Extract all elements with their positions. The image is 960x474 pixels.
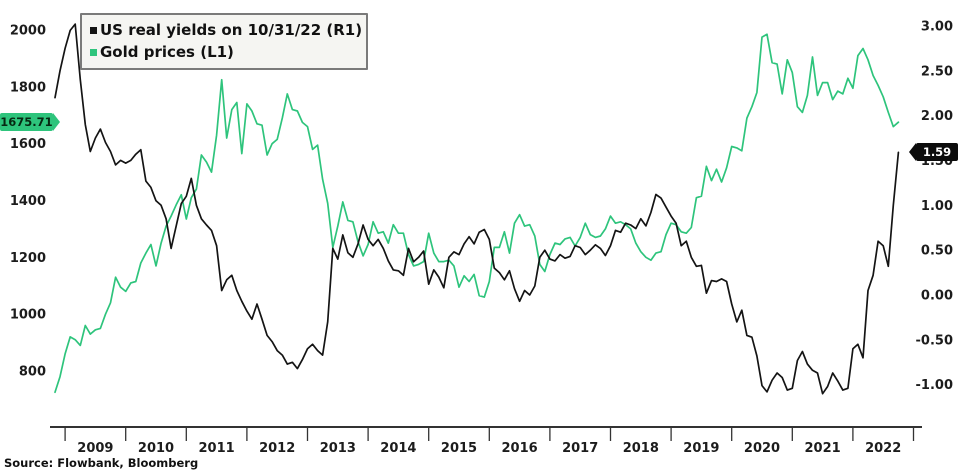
svg-text:1600: 1600	[10, 137, 46, 152]
svg-text:1800: 1800	[10, 80, 46, 95]
svg-text:2020: 2020	[744, 441, 780, 456]
source-label: Source: Flowbank, Bloomberg	[4, 456, 199, 470]
real-yields-series-marker-icon	[90, 26, 97, 34]
svg-text:1.00: 1.00	[921, 199, 953, 214]
svg-text:-0.50: -0.50	[916, 333, 953, 348]
svg-text:2016: 2016	[502, 441, 538, 456]
gold-last-value-badge: 1675.71	[0, 113, 60, 131]
svg-text:2021: 2021	[805, 441, 841, 456]
real-yields-legend-label: US real yields on 10/31/22 (R1)	[100, 21, 363, 39]
svg-text:2010: 2010	[138, 441, 174, 456]
legend-item-gold-prices: Gold prices (L1)	[90, 41, 358, 63]
legend-item-real-yields: US real yields on 10/31/22 (R1)	[90, 19, 362, 41]
svg-text:3.00: 3.00	[921, 19, 953, 34]
svg-text:2011: 2011	[199, 441, 235, 456]
chart-legend: US real yields on 10/31/22 (R1) Gold pri…	[80, 13, 368, 70]
svg-text:800: 800	[19, 365, 46, 380]
svg-text:2017: 2017	[562, 441, 598, 456]
yield-last-value-badge: 1.59	[909, 143, 958, 161]
svg-text:2000: 2000	[10, 24, 46, 39]
gold-prices-series-marker-icon	[90, 48, 97, 56]
svg-text:2009: 2009	[77, 441, 113, 456]
svg-text:2018: 2018	[623, 441, 659, 456]
gold-prices-legend-label: Gold prices (L1)	[100, 43, 234, 61]
svg-text:1000: 1000	[10, 308, 46, 323]
svg-text:2015: 2015	[441, 441, 477, 456]
svg-text:-1.00: -1.00	[916, 378, 953, 393]
svg-text:2012: 2012	[259, 441, 295, 456]
svg-text:2022: 2022	[865, 441, 901, 456]
svg-text:0.50: 0.50	[921, 244, 953, 259]
svg-text:2.50: 2.50	[921, 64, 953, 79]
svg-text:2.00: 2.00	[921, 109, 953, 124]
svg-text:2013: 2013	[320, 441, 356, 456]
svg-text:0.00: 0.00	[921, 289, 953, 304]
svg-text:1200: 1200	[10, 251, 46, 266]
svg-text:2014: 2014	[380, 441, 416, 456]
svg-text:1400: 1400	[10, 194, 46, 209]
svg-text:2019: 2019	[683, 441, 719, 456]
